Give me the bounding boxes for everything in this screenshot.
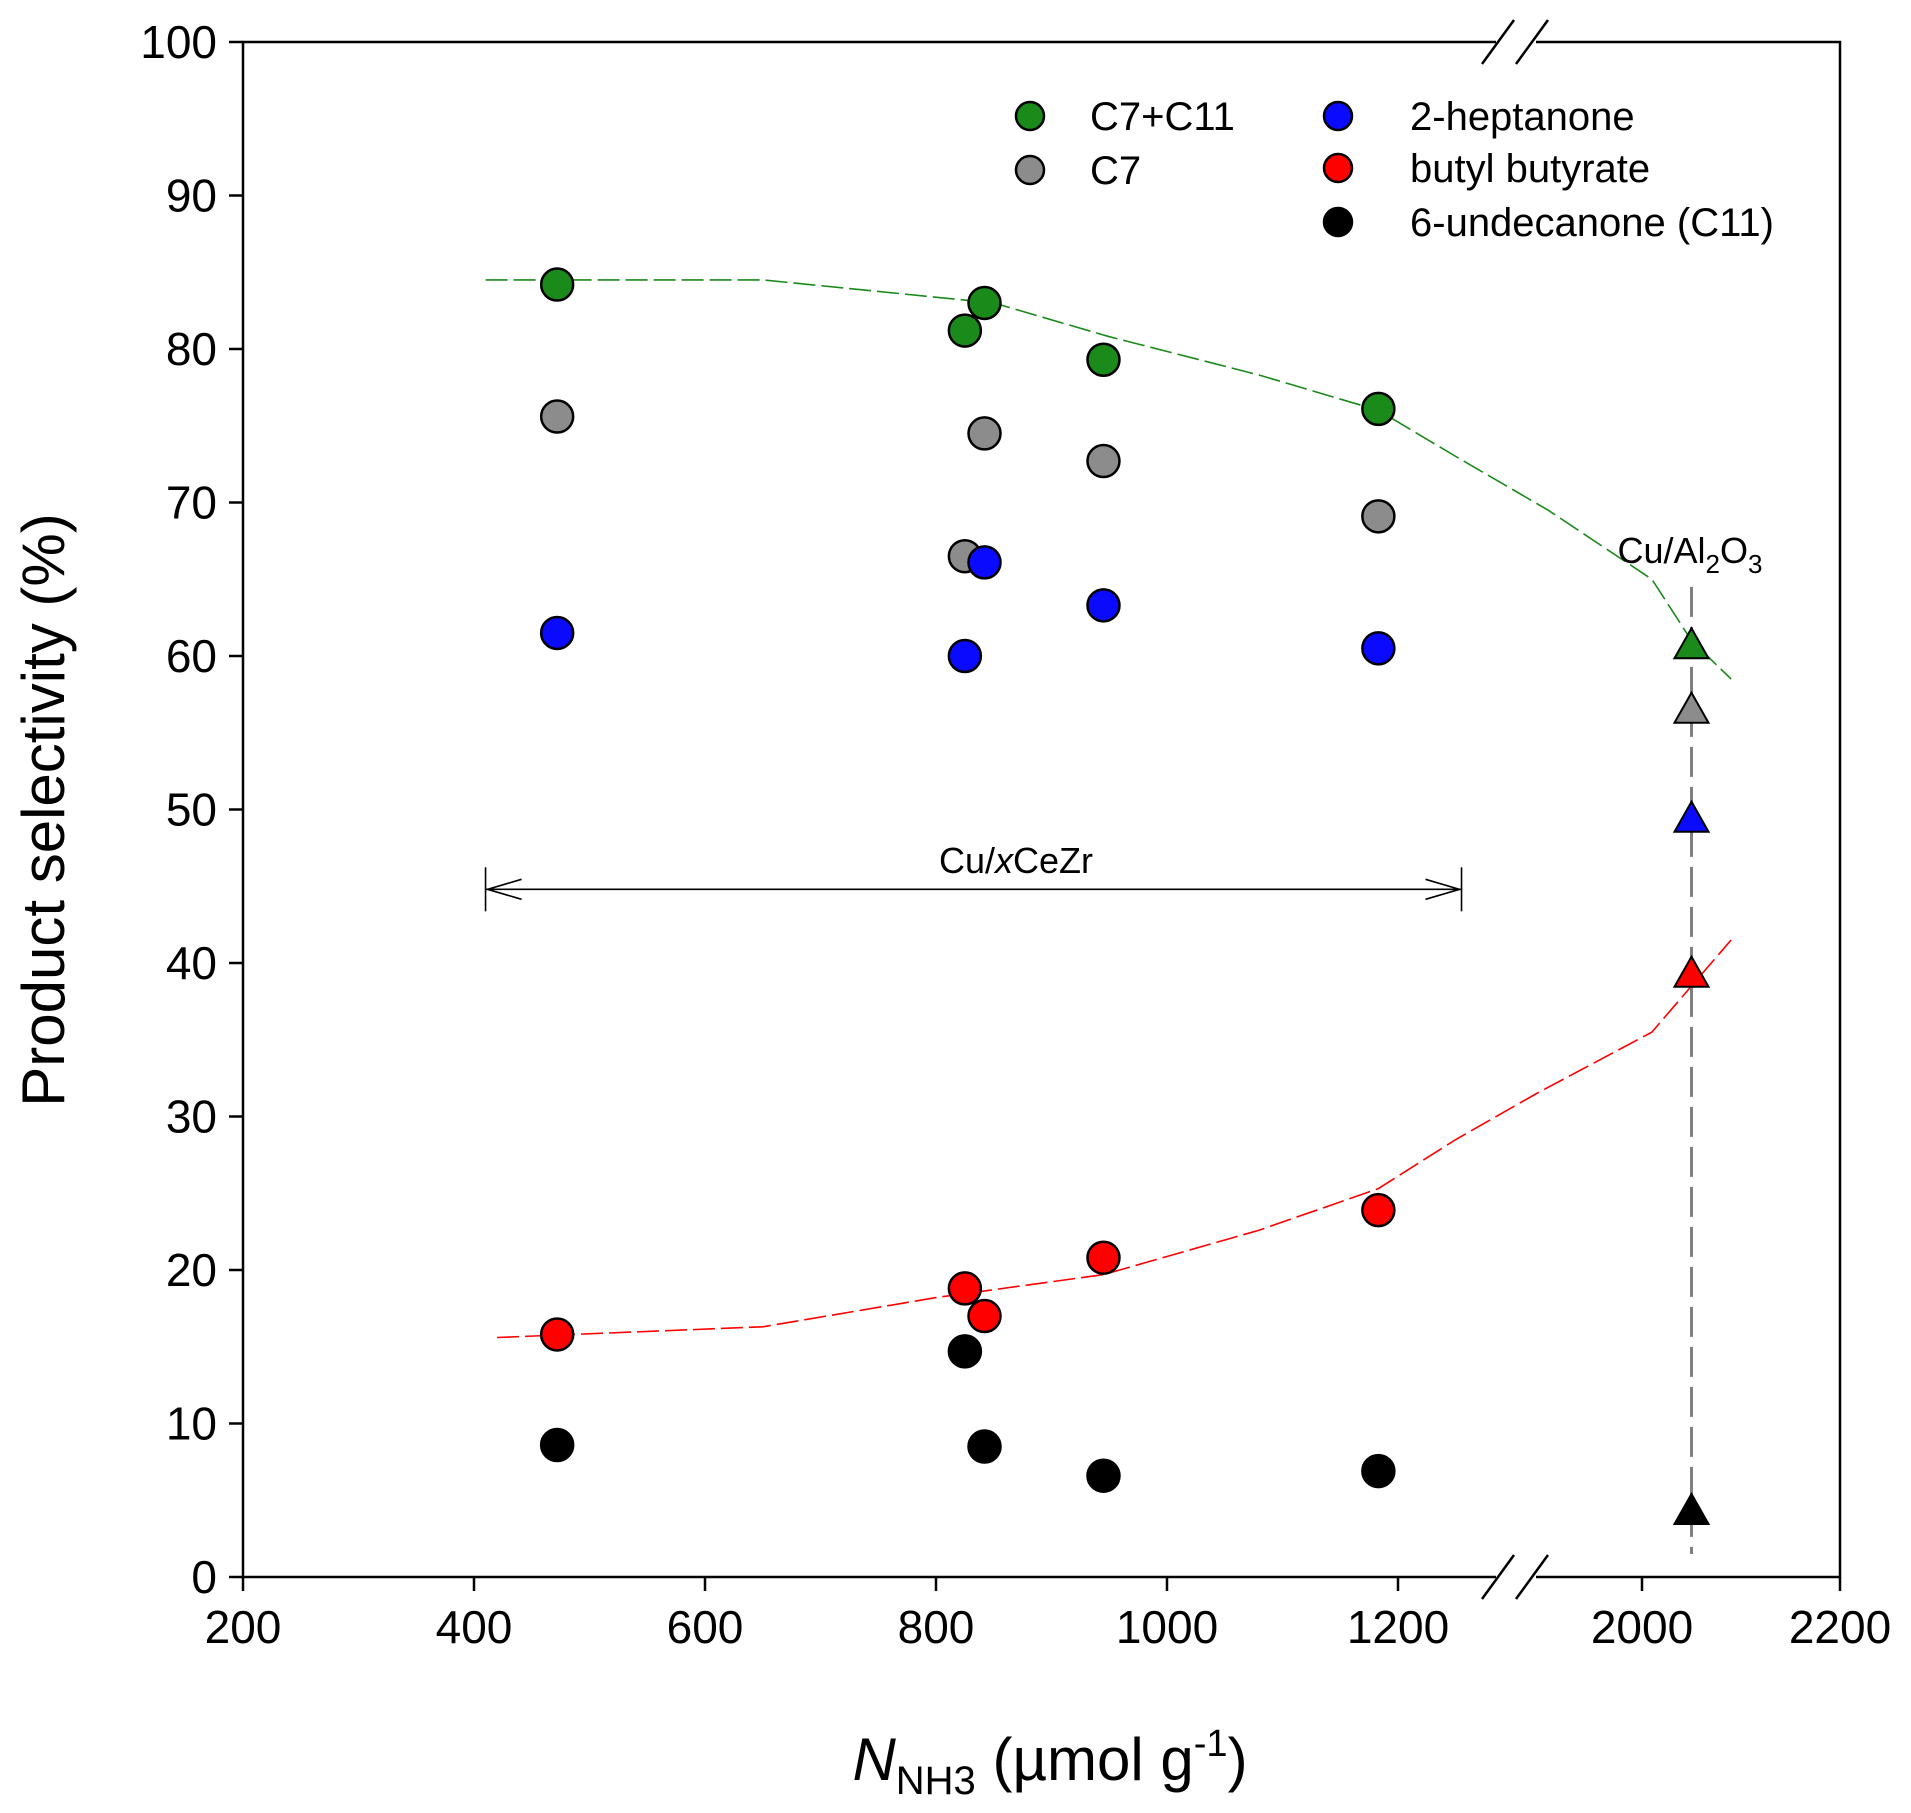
y-tick-label-0: 0 [191,1551,217,1603]
legend-marker-6-undecanone-c11 [1322,206,1354,238]
c7-point-4 [1086,443,1121,479]
axis-break-slash-top-1 [1480,19,1516,65]
axis-break-gap-top [1496,38,1536,46]
c7-c11-point-3 [967,285,1002,321]
legend-label-2-heptanone: 2-heptanone [1410,95,1635,139]
c7-c11-point-2 [947,313,983,348]
6-undecanone-c11-point-1 [539,1427,575,1463]
y-tick-label-30: 30 [166,1091,217,1143]
butyl-butyrate-point-5 [1361,1192,1396,1228]
legend-marker-2-heptanone [1322,100,1354,132]
c7-point-3 [967,416,1002,451]
6-undecanone-c11-point-2 [947,1334,983,1369]
y-tick-label-40: 40 [166,937,217,989]
cu-xcezr-label: Cu/xCeZr [939,840,1093,881]
y-tick-label-100: 100 [140,16,217,68]
2-heptanone-point-3 [967,545,1002,580]
y-tick-label-50: 50 [166,784,217,836]
x-tick-label-1200: 1200 [1347,1601,1449,1653]
6-undecanone-c11-point-3 [967,1429,1002,1464]
x-tick-label-2000: 2000 [1591,1601,1693,1653]
legend-marker-c7-c11 [1014,100,1046,132]
c7-point-5 [1361,499,1396,534]
legend: C7+C11 C7 2-heptanone butyl butyrate 6-undec… [1014,95,1774,245]
2-heptanone-point-1 [539,615,575,651]
cu-al2o3-6-undecanone-c11-triangle [1672,1491,1711,1525]
x-tick-label-600: 600 [667,1601,744,1653]
x-tick-label-800: 800 [898,1601,975,1653]
butyl-butyrate-trend-line [497,939,1732,1339]
axis-break-gap-bottom [1496,1573,1536,1581]
cu-al2o3-butyl-butyrate-triangle [1672,954,1711,988]
legend-label-c7-c11: C7+C11 [1090,95,1235,139]
y-tick-label-70: 70 [166,477,217,529]
cu-xcezr-range-arrow [484,867,1463,912]
butyl-butyrate-point-4 [1086,1240,1121,1275]
range-arrow-right-head [1425,878,1463,901]
y-tick-label-10: 10 [166,1398,217,1450]
axis-break-slash-bottom-2 [1514,1554,1550,1600]
x-axis-title: NNH3 (µmol g-1) [852,1723,1247,1803]
legend-label-c7: C7 [1090,149,1141,193]
6-undecanone-c11-point-4 [1086,1458,1121,1493]
y-tick-label-80: 80 [166,323,217,375]
x-tick-label-2200: 2200 [1789,1601,1891,1653]
axis-break-marks [1480,19,1550,1600]
cu-al2o3-c7-c11-triangle [1672,626,1711,660]
x-tick-label-1000: 1000 [1116,1601,1218,1653]
x-tick-label-400: 400 [436,1601,513,1653]
6-undecanone-c11-point-5 [1361,1453,1396,1489]
legend-label-butyl-butyrate: butyl butyrate [1410,147,1650,191]
axis-break-slash-bottom-1 [1480,1554,1516,1600]
y-tick-label-90: 90 [166,170,217,222]
butyl-butyrate-point-1 [539,1317,575,1352]
2-heptanone-point-5 [1361,631,1396,666]
range-arrow-left-head [484,878,522,901]
2-heptanone-point-4 [1086,588,1121,623]
c7-c11-point-1 [539,267,575,302]
c7-c11-point-4 [1086,342,1121,377]
cu-al2o3-2-heptanone-triangle [1672,799,1711,833]
cu-al2o3-c7-triangle [1672,690,1711,724]
y-tick-label-60: 60 [166,630,217,682]
axis-ticks: 0 10 20 30 40 50 60 70 80 90 100 200 400 600 800 1000 12… [140,16,1891,1653]
data-points [539,267,1711,1525]
legend-marker-butyl-butyrate [1322,152,1354,184]
c7-point-1 [539,399,575,434]
butyl-butyrate-point-2 [947,1271,983,1306]
x-tick-label-200: 200 [205,1601,282,1653]
legend-marker-c7 [1014,154,1046,186]
y-tick-label-20: 20 [166,1244,217,1296]
y-axis-title: Product selectivity (%) [10,513,77,1107]
axis-break-slash-top-2 [1514,19,1550,65]
butyl-butyrate-point-3 [967,1298,1002,1334]
c7-c11-point-5 [1361,391,1396,427]
2-heptanone-point-2 [947,638,983,674]
legend-label-6-undecanone-c11: 6-undecanone (C11) [1410,201,1774,245]
cu-al2o3-label: Cu/Al2O3 [1618,530,1763,579]
